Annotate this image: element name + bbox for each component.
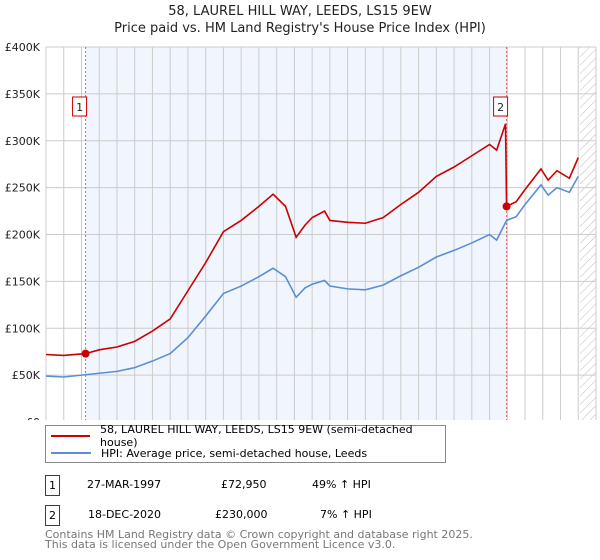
y-tick-label: £300K xyxy=(5,135,41,148)
sale-point xyxy=(502,202,511,211)
legend-swatch-blue xyxy=(51,452,91,454)
footer: Contains HM Land Registry data © Crown c… xyxy=(45,528,473,551)
y-tick-label: £400K xyxy=(5,41,41,54)
transaction-row: 1 27-MAR-1997 £72,950 49% ↑ HPI xyxy=(45,475,445,496)
marker-badge: 2 xyxy=(45,505,60,526)
y-tick-label: £200K xyxy=(5,229,41,242)
transaction-row: 2 18-DEC-2020 £230,000 7% ↑ HPI xyxy=(45,505,445,526)
forecast-hatch xyxy=(580,47,596,420)
property-price-line xyxy=(45,123,579,357)
transaction-hpi: 49% ↑ HPI xyxy=(312,478,371,491)
footer-licence: This data is licensed under the Open Gov… xyxy=(45,538,396,551)
marker-label: 2 xyxy=(497,101,504,114)
y-tick-label: £150K xyxy=(5,275,41,288)
y-tick-label: £0 xyxy=(26,416,40,420)
transaction-price: £72,950 xyxy=(221,478,267,491)
footer-copyright: Contains HM Land Registry data © Crown c… xyxy=(45,528,473,541)
chart-title: 58, LAUREL HILL WAY, LEEDS, LS15 9EW xyxy=(168,4,432,19)
legend-label: HPI: Average price, semi-detached house,… xyxy=(101,446,368,460)
sale-point xyxy=(81,349,90,358)
transaction-hpi: 7% ↑ HPI xyxy=(320,508,372,521)
transaction-date: 27-MAR-1997 xyxy=(87,478,162,491)
legend: 58, LAUREL HILL WAY, LEEDS, LS15 9EW (se… xyxy=(45,423,446,463)
legend-swatch-red xyxy=(51,435,91,437)
price-chart: 1995199619971998199920002001200220032004… xyxy=(5,41,597,420)
marker-badge xyxy=(493,96,509,117)
legend-item-property: 58, LAUREL HILL WAY, LEEDS, LS15 9EW (se… xyxy=(51,423,445,449)
marker-badge xyxy=(72,96,88,117)
y-tick-label: £50K xyxy=(12,369,41,382)
y-tick-label: £350K xyxy=(5,88,41,101)
marker-badge: 1 xyxy=(45,475,60,496)
transaction-price: £230,000 xyxy=(215,508,268,521)
y-tick-label: £100K xyxy=(5,322,41,335)
y-tick-label: £250K xyxy=(5,182,41,195)
ownership-period-shade xyxy=(85,47,507,420)
transaction-date: 18-DEC-2020 xyxy=(88,508,162,521)
chart-subtitle: Price paid vs. HM Land Registry's House … xyxy=(114,21,486,36)
hpi-line xyxy=(45,175,579,378)
legend-label: 58, LAUREL HILL WAY, LEEDS, LS15 9EW (se… xyxy=(100,423,413,449)
marker-label: 1 xyxy=(76,101,83,114)
legend-item-hpi: HPI: Average price, semi-detached house,… xyxy=(51,445,367,461)
